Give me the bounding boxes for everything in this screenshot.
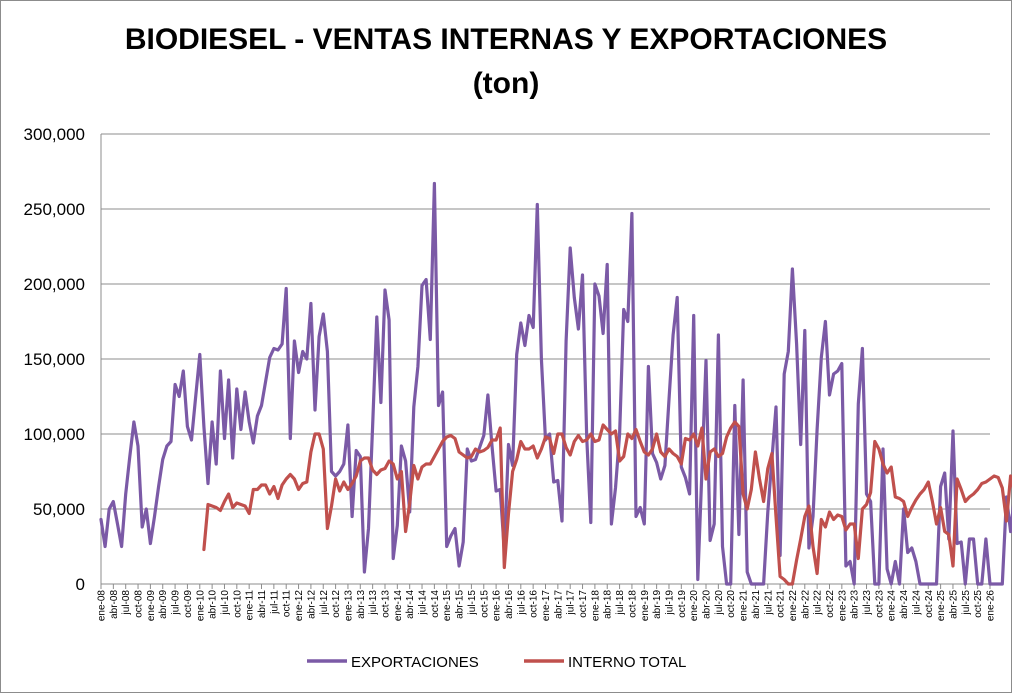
x-tick-label: abr-18 [603, 590, 614, 619]
y-tick-label: 300,000 [24, 125, 85, 144]
x-tick-label: oct-12 [331, 590, 342, 618]
x-tick-label: jul-17 [566, 590, 577, 616]
x-tick-label: ene-08 [97, 590, 108, 622]
x-tick-label: abr-25 [948, 590, 959, 619]
x-tick-label: ene-16 [492, 590, 503, 622]
x-tick-label: oct-19 [677, 590, 688, 618]
x-tick-label: jul-15 [467, 590, 478, 616]
x-tick-label: ene-09 [146, 590, 157, 622]
x-tick-label: ene-12 [294, 590, 305, 622]
x-tick-label: abr-15 [455, 590, 466, 619]
x-tick-label: abr-10 [208, 590, 219, 619]
chart-title-block: BIODIESEL - VENTAS INTERNAS Y EXPORTACIO… [0, 18, 1012, 106]
x-tick-label: oct-18 [627, 590, 638, 618]
x-tick-label: oct-10 [232, 590, 243, 618]
x-tick-label: jul-20 [714, 590, 725, 616]
x-tick-label: abr-08 [109, 590, 120, 619]
x-tick-label: ene-23 [837, 590, 848, 622]
x-tick-label: jul-19 [664, 590, 675, 616]
series-line-exportaciones [99, 181, 1012, 586]
series-layer [99, 181, 1012, 586]
x-tick-label: oct-23 [874, 590, 885, 618]
series-line-interno-total [202, 420, 1012, 586]
x-tick-label: jul-12 [319, 590, 330, 616]
x-tick-label: oct-14 [430, 590, 441, 618]
x-tick-label: ene-20 [689, 590, 700, 622]
x-tick-label: oct-22 [825, 590, 836, 618]
x-tick-label: oct-16 [529, 590, 540, 618]
x-tick-label: oct-15 [479, 590, 490, 618]
legend-label-exportaciones: EXPORTACIONES [351, 654, 479, 671]
x-tick-label: jul-14 [418, 590, 429, 616]
x-tick-label: oct-11 [282, 590, 293, 617]
x-tick-label: ene-10 [195, 590, 206, 622]
x-tick-label: ene-19 [640, 590, 651, 622]
x-tick-label: oct-21 [776, 590, 787, 618]
x-tick-label: ene-24 [887, 590, 898, 622]
legend: EXPORTACIONES INTERNO TOTAL [307, 654, 686, 671]
x-tick-label: abr-20 [702, 590, 713, 619]
x-tick-label: ene-17 [541, 590, 552, 622]
x-tick-label: abr-21 [751, 590, 762, 619]
x-tick-label: jul-09 [171, 590, 182, 616]
x-tick-label: abr-17 [553, 590, 564, 619]
x-tick-label: ene-22 [788, 590, 799, 622]
x-tick-label: ene-26 [986, 590, 997, 622]
x-tick-label: ene-15 [442, 590, 453, 622]
y-tick-label: 0 [76, 575, 85, 594]
x-tick-label: ene-14 [393, 590, 404, 622]
x-tick-label: abr-24 [899, 590, 910, 619]
chart-title: BIODIESEL - VENTAS INTERNAS Y EXPORTACIO… [124, 23, 888, 56]
x-tick-label: abr-13 [356, 590, 367, 619]
x-tick-label: ene-21 [739, 590, 750, 622]
x-tick-label: abr-12 [306, 590, 317, 619]
x-tick-label: jul-11 [269, 590, 280, 615]
y-axis: 0 50,000 100,000 150,000 200,000 250,000 300,0… [24, 125, 102, 594]
x-tick-label: oct-20 [726, 590, 737, 618]
x-tick-label: oct-25 [973, 590, 984, 618]
x-tick-label: jul-22 [813, 590, 824, 616]
x-tick-label: ene-18 [590, 590, 601, 622]
y-tick-label: 250,000 [24, 200, 85, 219]
x-tick-label: jul-21 [763, 590, 774, 616]
y-tick-label: 200,000 [24, 275, 85, 294]
x-tick-label: abr-23 [850, 590, 861, 619]
x-tick-label: oct-13 [380, 590, 391, 618]
x-axis: ene-08 abr-08 jul-08 oct-08 ene-09 abr-09 jul-… [97, 583, 997, 622]
x-tick-label: jul-25 [961, 590, 972, 616]
y-tick-label: 100,000 [24, 425, 85, 444]
x-tick-label: jul-24 [911, 590, 922, 616]
x-tick-label: abr-11 [257, 590, 268, 619]
x-tick-label: jul-10 [220, 590, 231, 616]
x-tick-label: abr-09 [158, 590, 169, 619]
chart-subtitle: (ton) [472, 67, 540, 100]
x-tick-label: jul-23 [862, 590, 873, 616]
x-tick-label: ene-13 [343, 590, 354, 622]
x-tick-label: abr-22 [800, 590, 811, 619]
x-tick-label: ene-11 [245, 590, 256, 621]
y-tick-label: 50,000 [33, 500, 85, 519]
x-tick-label: oct-24 [924, 590, 935, 618]
x-tick-label: oct-17 [578, 590, 589, 618]
x-tick-label: oct-09 [183, 590, 194, 618]
x-tick-label: abr-14 [405, 590, 416, 619]
x-tick-label: abr-16 [504, 590, 515, 619]
x-tick-label: jul-08 [121, 590, 132, 616]
x-tick-label: oct-08 [134, 590, 145, 618]
x-tick-label: ene-25 [936, 590, 947, 622]
x-tick-label: jul-18 [615, 590, 626, 616]
x-tick-label: jul-16 [516, 590, 527, 616]
legend-label-interno-total: INTERNO TOTAL [568, 654, 686, 671]
x-tick-label: abr-19 [652, 590, 663, 619]
x-tick-label: jul-13 [368, 590, 379, 616]
y-tick-label: 150,000 [24, 350, 85, 369]
